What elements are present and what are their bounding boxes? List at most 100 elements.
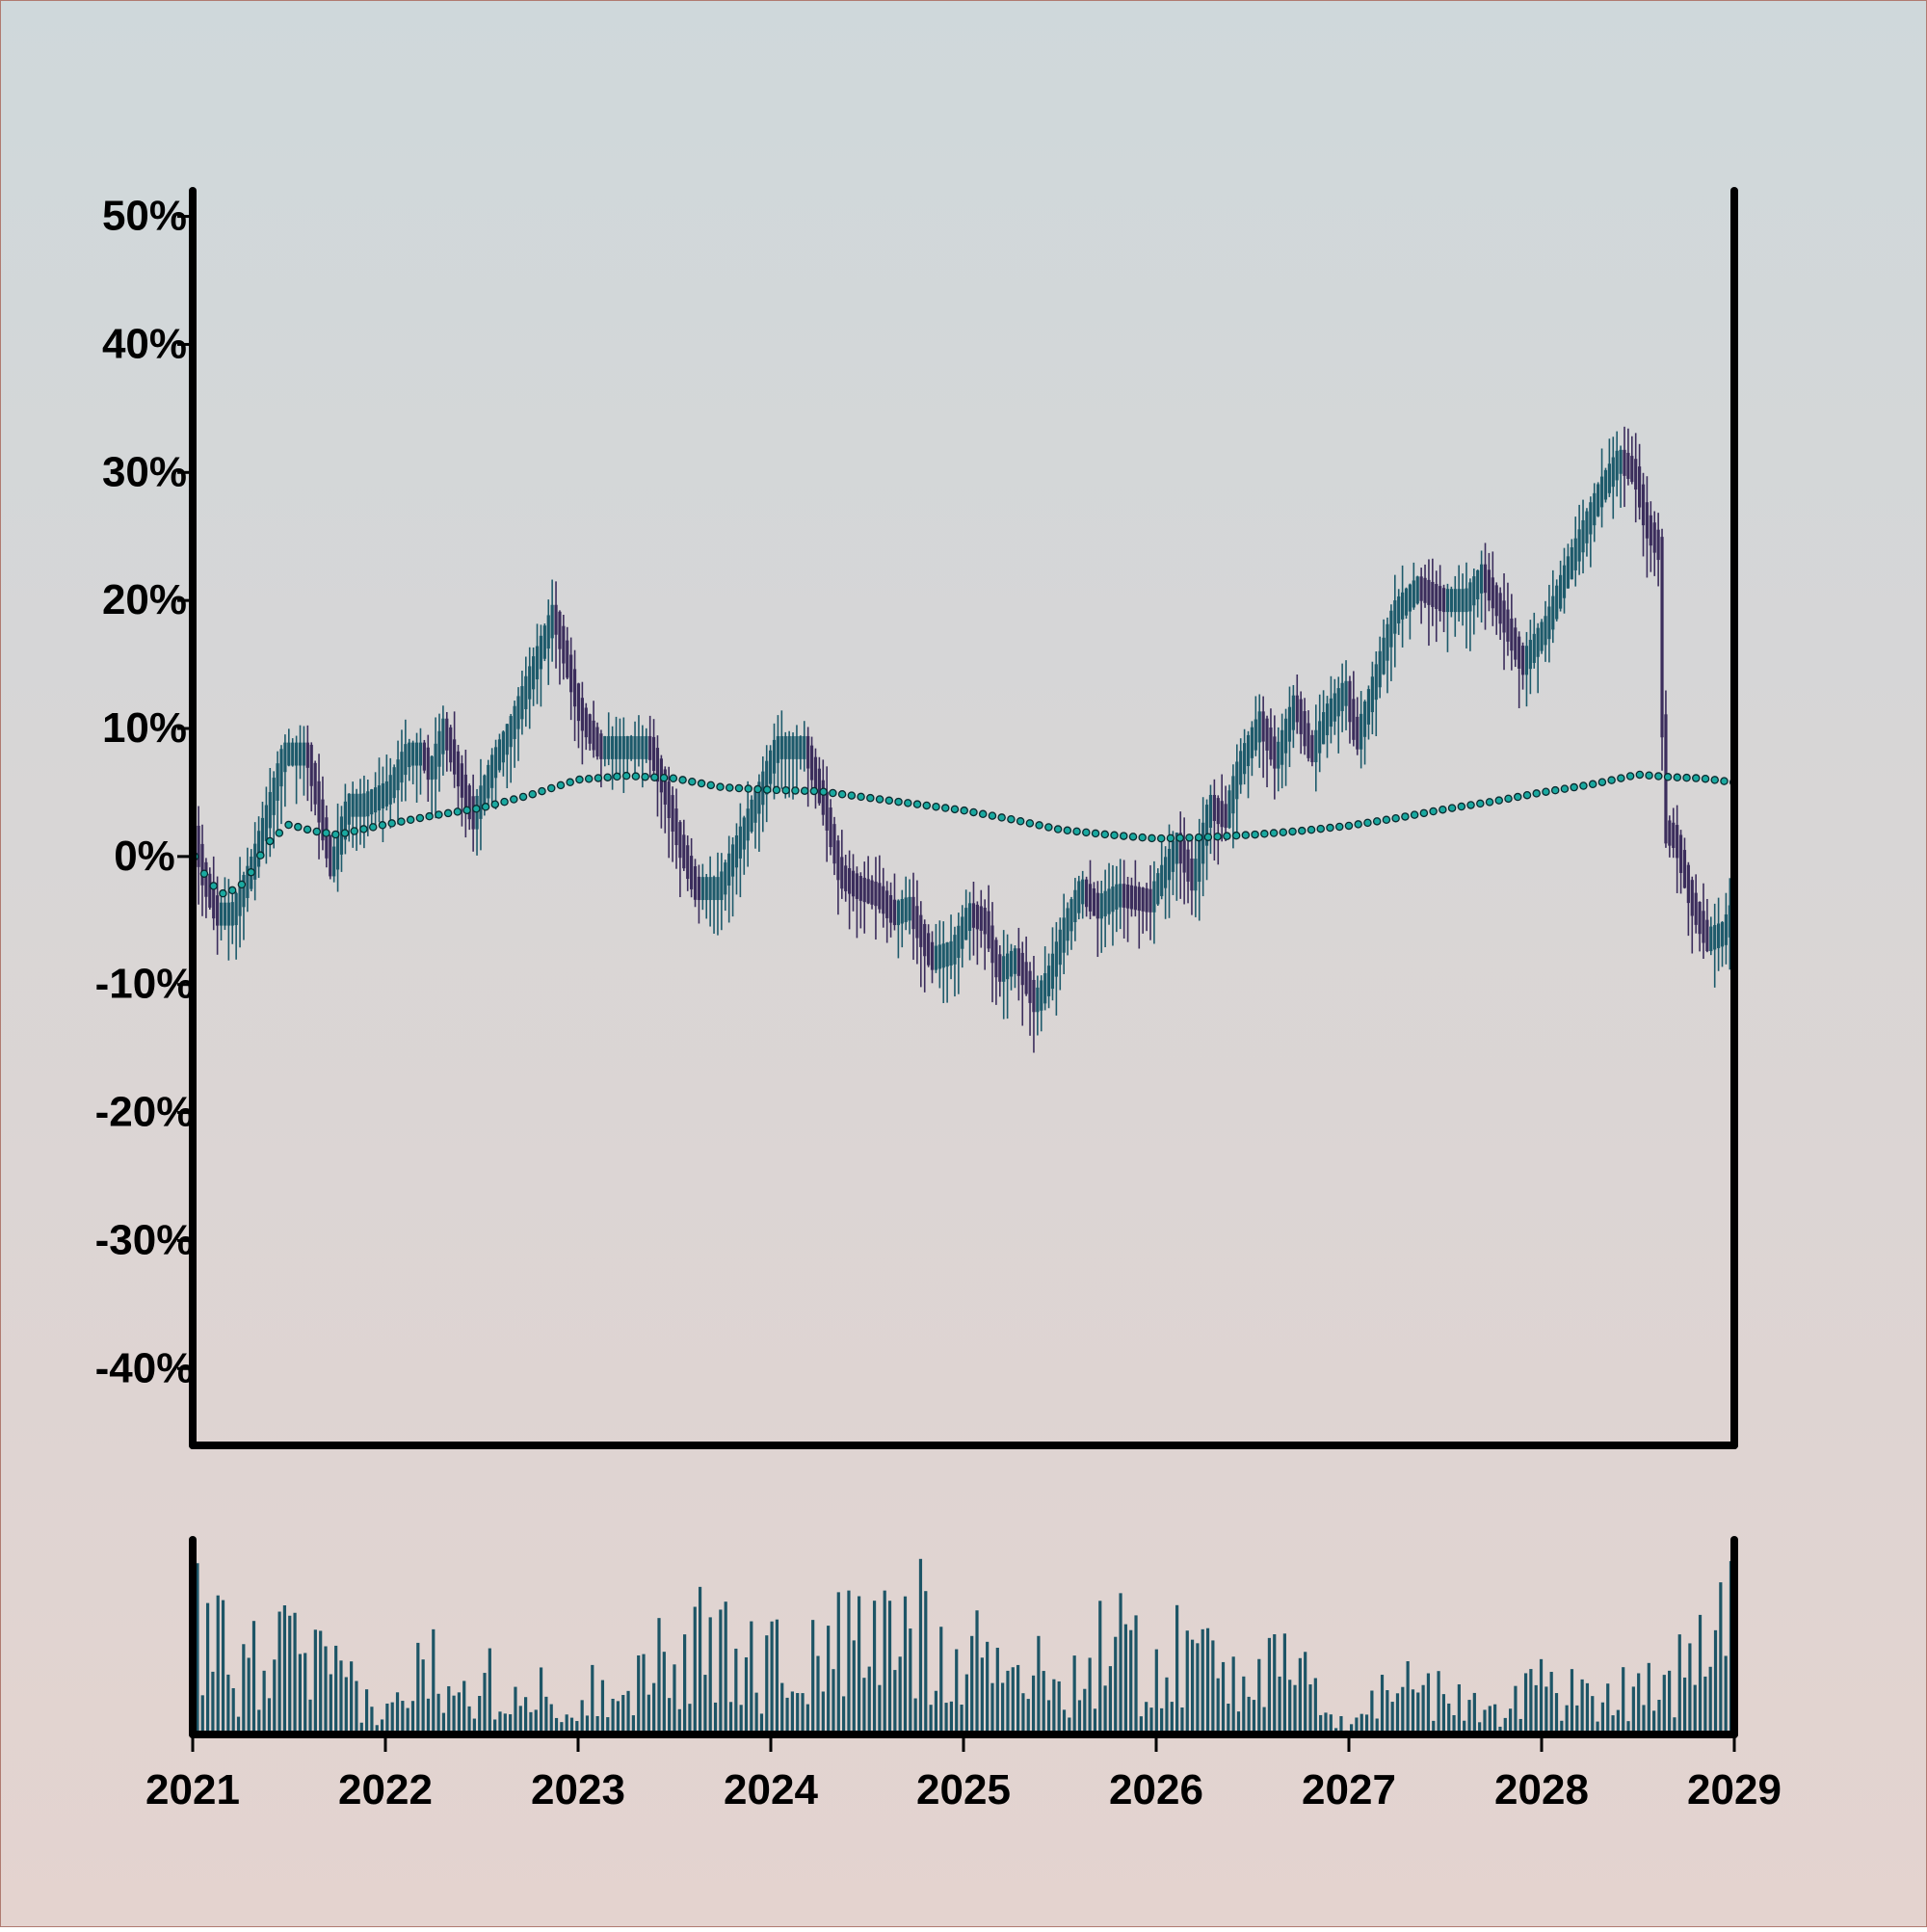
candle-body	[1261, 711, 1265, 742]
volume-bar	[1267, 1637, 1272, 1734]
candle-body	[817, 768, 821, 804]
volume-bar	[1252, 1700, 1256, 1734]
volume-bar	[1421, 1684, 1425, 1734]
candle	[1269, 708, 1273, 766]
volume-bar	[247, 1657, 251, 1734]
volume-bar	[611, 1698, 615, 1734]
ma-point	[453, 807, 462, 816]
candle-body	[309, 744, 313, 786]
candle	[953, 926, 957, 997]
candle	[430, 754, 434, 819]
candle	[408, 738, 411, 781]
volume-bar	[406, 1707, 409, 1734]
candle-body	[449, 727, 453, 763]
ma-point	[237, 880, 247, 889]
volume-bar	[898, 1656, 902, 1734]
volume-bar	[867, 1666, 871, 1734]
candle-body	[607, 735, 611, 759]
ma-point	[875, 795, 884, 804]
volume-bar	[1631, 1686, 1635, 1734]
candle-body	[1623, 449, 1626, 476]
candle-body	[742, 817, 746, 850]
candle-body	[727, 853, 731, 886]
candle	[384, 754, 388, 811]
ma-point	[1607, 776, 1616, 784]
ma-point	[706, 781, 716, 790]
candle-body	[246, 865, 250, 898]
candle-body	[569, 654, 573, 693]
volume-bar	[734, 1648, 738, 1734]
candle	[339, 806, 344, 872]
candle	[900, 889, 904, 948]
ma-point	[1120, 832, 1128, 840]
volume-bar	[1447, 1703, 1451, 1734]
candle	[1585, 508, 1589, 557]
ma-point	[1457, 802, 1466, 811]
volume-bar	[1006, 1670, 1010, 1734]
candle-body	[1652, 522, 1656, 553]
ma-point	[199, 869, 209, 878]
candle-body	[317, 781, 321, 823]
volume-bar	[483, 1673, 487, 1734]
candle	[1491, 551, 1494, 626]
candle	[1239, 738, 1243, 794]
candle-body	[862, 877, 866, 903]
ma-point	[359, 825, 368, 834]
candle	[460, 754, 464, 827]
candle-body	[1641, 484, 1646, 526]
candle-body	[1487, 569, 1491, 601]
candle-body	[520, 686, 524, 720]
candle-body	[595, 727, 599, 757]
candle-body	[957, 925, 961, 959]
candle	[524, 656, 528, 728]
candle	[1156, 868, 1160, 907]
volume-bar	[1508, 1708, 1513, 1734]
candle	[1717, 897, 1721, 971]
candle	[283, 734, 287, 807]
volume-bar	[1154, 1649, 1158, 1734]
candle	[1656, 513, 1660, 587]
volume-bar	[1724, 1655, 1728, 1734]
volume-bar	[595, 1715, 599, 1734]
candle	[1520, 642, 1525, 690]
volume-bar	[637, 1654, 641, 1734]
candle-body	[1630, 456, 1634, 483]
candle-body	[791, 735, 795, 759]
volume-bar	[1529, 1669, 1533, 1734]
ma-point	[1429, 807, 1438, 816]
candle-body	[1194, 859, 1198, 891]
candle-body	[1325, 703, 1330, 735]
candle-body	[888, 895, 893, 923]
volume-bar	[1616, 1709, 1620, 1734]
candle-body	[892, 899, 897, 926]
ma-point	[1072, 827, 1081, 836]
candle	[1069, 896, 1073, 950]
candle	[994, 937, 998, 1005]
candle	[1160, 839, 1164, 900]
ma-point	[1363, 818, 1372, 828]
candle-body	[1415, 576, 1419, 604]
candle	[392, 764, 396, 804]
ma-point	[566, 778, 574, 787]
candle	[1295, 674, 1299, 734]
candle	[1085, 876, 1089, 917]
candle	[949, 914, 953, 980]
candle-body	[339, 816, 344, 855]
candle	[1686, 861, 1690, 937]
volume-bar	[1031, 1675, 1036, 1734]
volume-bar	[1021, 1693, 1025, 1734]
candle-body	[1344, 680, 1348, 706]
candle-body	[1439, 586, 1442, 612]
candle	[226, 879, 230, 961]
ma-point	[378, 821, 387, 830]
ma-point	[969, 807, 978, 817]
ma-point	[603, 773, 612, 781]
candle-body	[1352, 699, 1356, 740]
ma-point	[726, 783, 734, 792]
volume-bar	[344, 1677, 348, 1734]
candle	[690, 837, 694, 898]
ma-point	[1260, 830, 1269, 838]
volume-bar	[488, 1648, 491, 1734]
candle-body	[1333, 693, 1336, 722]
y-tick-label: -20%	[95, 1089, 195, 1136]
